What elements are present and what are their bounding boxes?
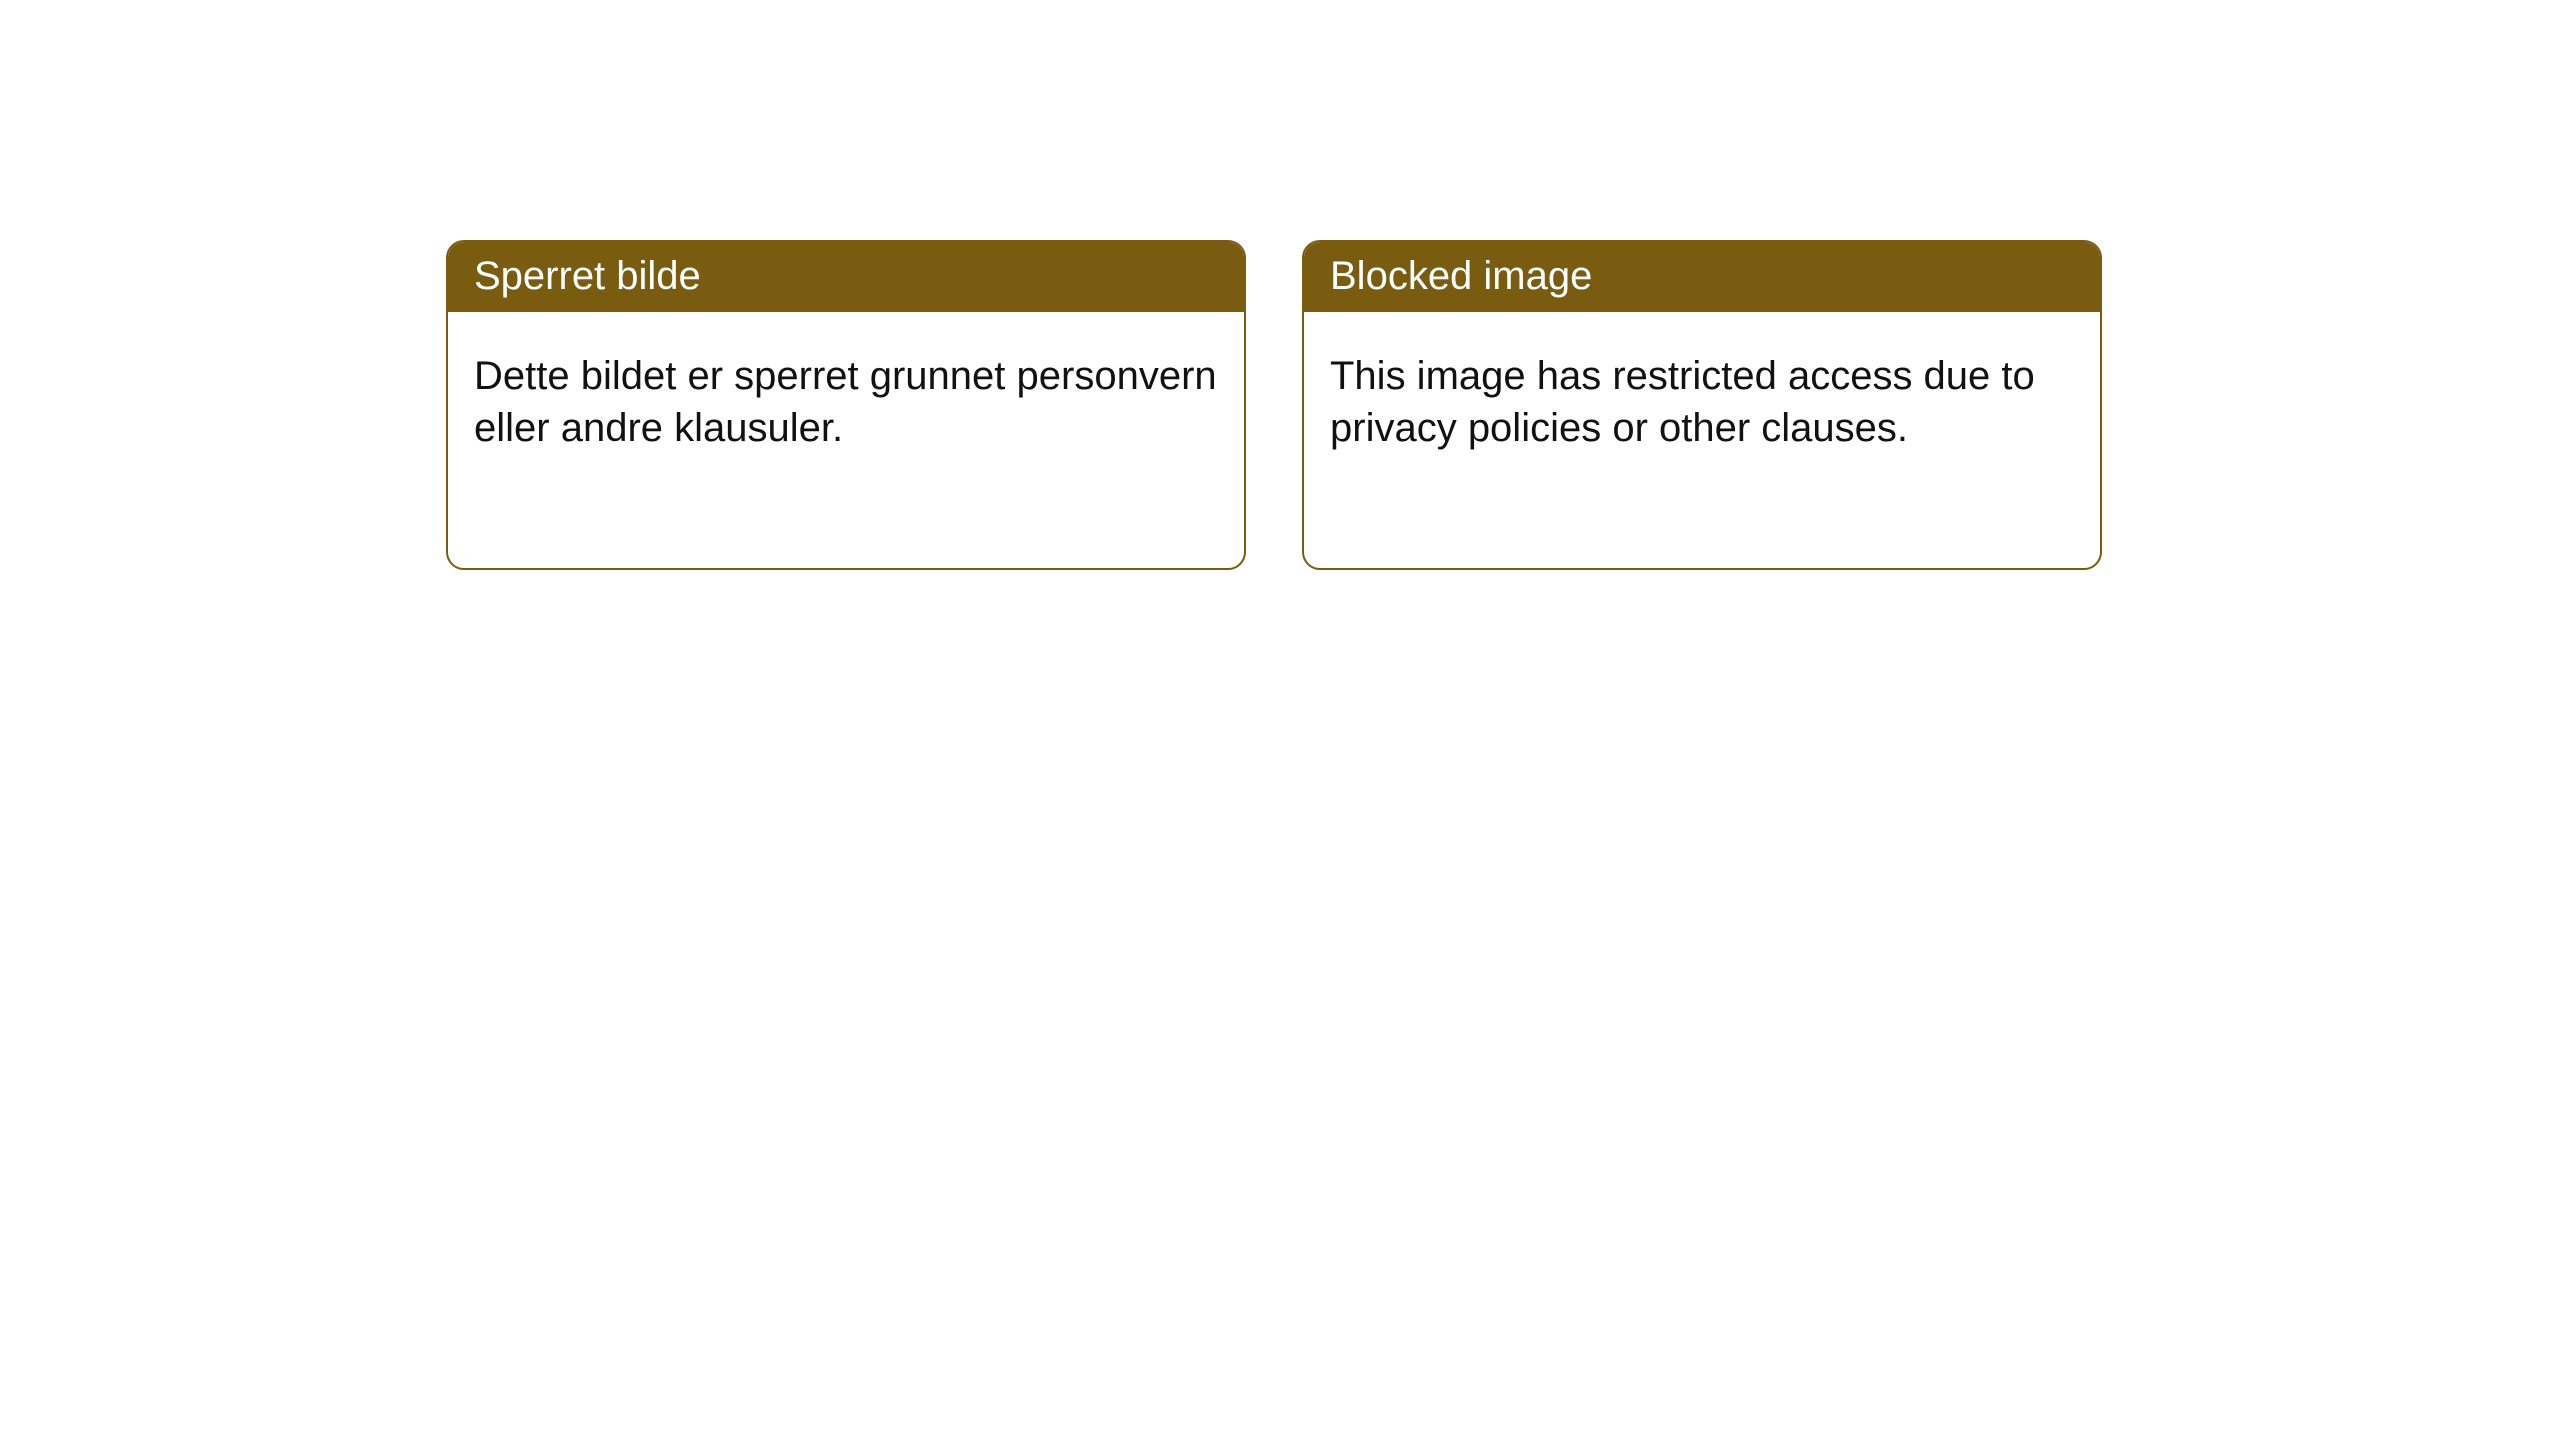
card-header: Sperret bilde [448,242,1244,312]
card-container: Sperret bilde Dette bildet er sperret gr… [0,0,2560,570]
card-header: Blocked image [1304,242,2100,312]
card-body: This image has restricted access due to … [1304,312,2100,480]
card-body: Dette bildet er sperret grunnet personve… [448,312,1244,480]
blocked-image-card-no: Sperret bilde Dette bildet er sperret gr… [446,240,1246,570]
blocked-image-card-en: Blocked image This image has restricted … [1302,240,2102,570]
